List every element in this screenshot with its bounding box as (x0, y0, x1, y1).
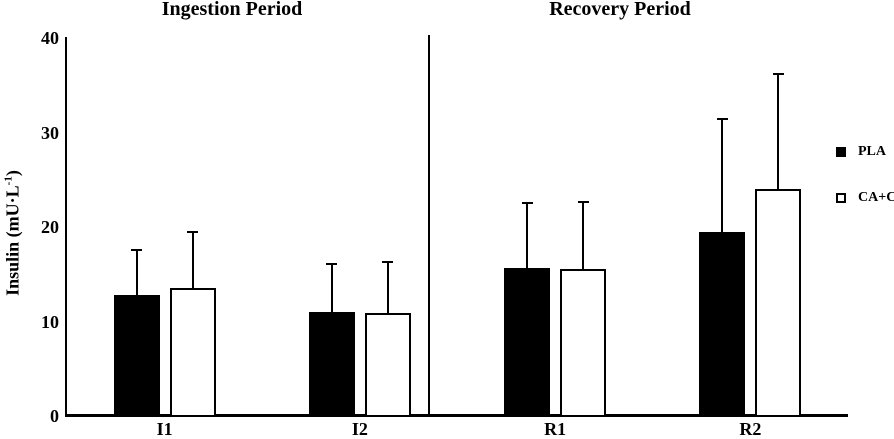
error-bar-cac-i1 (191, 230, 194, 289)
bar-pla-i2 (308, 311, 355, 417)
error-bar-cac-i2 (386, 260, 389, 313)
y-axis-label-close: ) (2, 170, 23, 177)
legend-label-cac: CA+C (858, 190, 894, 205)
category-label-r1: R1 (544, 419, 567, 439)
y-axis-label-text: Insulin (mU·L (2, 185, 23, 296)
bar-cac-r2 (755, 189, 802, 417)
bar-pla-r2 (699, 231, 746, 417)
category-label-i2: I2 (351, 419, 368, 439)
bar-cac-i1 (169, 288, 216, 417)
error-cap-pla-i2 (326, 262, 338, 265)
bar-pla-i1 (113, 294, 160, 417)
y-tick-label-0: 0 (50, 406, 59, 426)
error-cap-cac-i1 (187, 230, 199, 233)
legend-item-pla: PLA (836, 145, 886, 159)
panel-title-ingestion: Ingestion Period (161, 0, 303, 20)
y-tick-label-20: 20 (41, 217, 59, 237)
y-tick-label-10: 10 (41, 311, 59, 332)
period-divider-line (428, 35, 430, 416)
error-cap-cac-r2 (772, 72, 784, 75)
y-axis-label-superscript: -1 (2, 176, 15, 186)
error-bar-pla-i2 (330, 262, 333, 312)
cac-open-square-icon (836, 193, 846, 203)
error-cap-pla-r2 (716, 118, 728, 121)
error-bar-cac-r2 (777, 72, 780, 190)
bar-cac-i2 (364, 312, 411, 417)
x-axis (65, 414, 848, 417)
y-tick-label-40: 40 (41, 28, 59, 48)
y-tick-label-30: 30 (41, 122, 59, 143)
error-cap-pla-i1 (131, 248, 143, 251)
pla-filled-square-icon (836, 147, 846, 157)
error-bar-pla-i1 (135, 248, 138, 295)
error-cap-pla-r1 (521, 202, 533, 205)
category-label-i1: I1 (156, 419, 173, 439)
bar-pla-r1 (504, 267, 551, 417)
error-bar-cac-r1 (582, 201, 585, 270)
legend-label-pla: PLA (858, 144, 886, 159)
error-bar-pla-r2 (721, 118, 724, 232)
panel-title-recovery: Recovery Period (549, 0, 691, 20)
error-cap-cac-i2 (382, 260, 394, 263)
bar-cac-r1 (560, 269, 607, 417)
error-cap-cac-r1 (577, 201, 589, 204)
legend-item-cac: CA+C (836, 191, 894, 205)
y-axis (65, 37, 67, 416)
category-label-r2: R2 (739, 419, 762, 439)
error-bar-pla-r1 (526, 202, 529, 268)
